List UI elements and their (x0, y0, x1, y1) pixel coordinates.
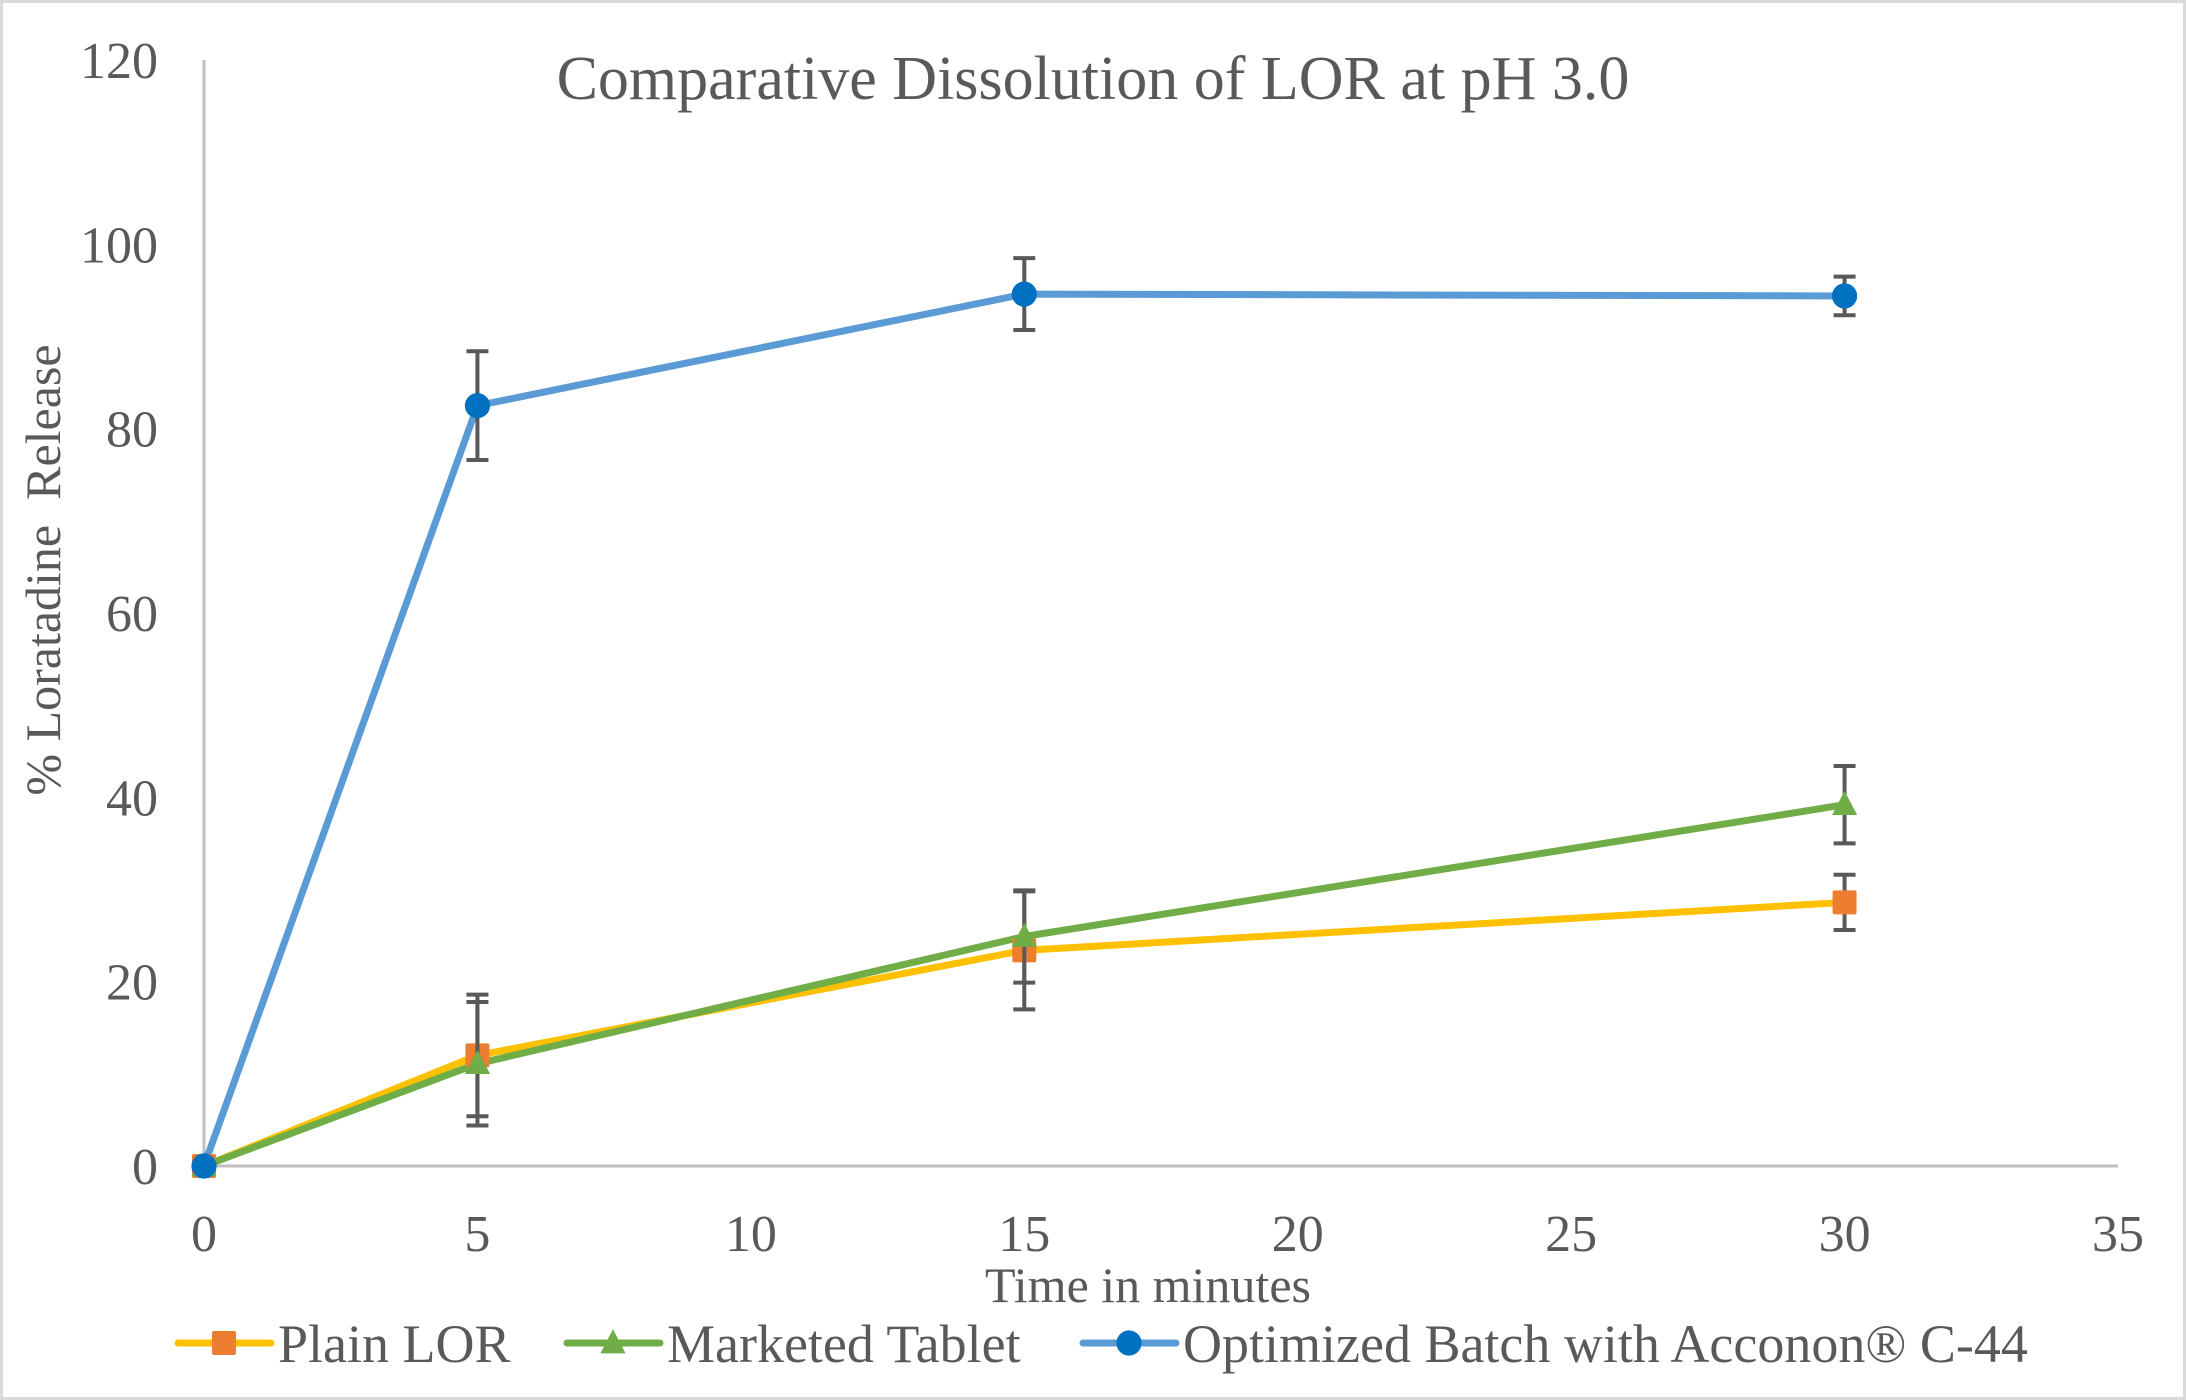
y-tick-label: 0 (132, 1139, 158, 1196)
data-point-marker (191, 1153, 217, 1179)
series-line (200, 801, 1849, 1170)
y-tick-label: 20 (106, 955, 158, 1012)
series-2-marks (191, 256, 1858, 1179)
legend-item-1: Marketed Tablet (563, 1314, 1021, 1374)
legend-label: Marketed Tablet (667, 1314, 1021, 1374)
legend-label: Optimized Batch with Acconon® C-44 (1183, 1314, 2028, 1374)
legend-item-0: Plain LOR (174, 1314, 511, 1374)
y-tick-label: 60 (106, 586, 158, 643)
data-point-marker (1831, 790, 1858, 816)
x-tick-label: 15 (998, 1206, 1050, 1263)
y-tick-label: 120 (80, 33, 158, 90)
x-tick-label: 25 (1545, 1206, 1597, 1263)
plot-area (191, 256, 1858, 1179)
axes (202, 60, 2118, 1168)
legend-marker-square-icon (212, 1331, 236, 1355)
data-point-marker (464, 1049, 491, 1075)
legend-item-2: Optimized Batch with Acconon® C-44 (1079, 1314, 2028, 1374)
x-tick-label: 30 (1819, 1206, 1871, 1263)
y-tick-labels: 0 20 40 60 80 100 120 (80, 33, 158, 1196)
legend-marker-circle-icon (1116, 1330, 1142, 1356)
x-tick-label: 0 (191, 1206, 217, 1263)
y-tick-label: 80 (106, 402, 158, 459)
data-point-marker (1831, 283, 1858, 309)
series-1-marks (191, 763, 1858, 1177)
series-line (200, 290, 1849, 1170)
y-axis-title: % Loratadine Release (15, 344, 71, 795)
legend-marker-triangle-icon (600, 1329, 626, 1354)
series-2 (200, 290, 1849, 1170)
legend: Plain LOR Marketed Tablet Optimized Batch … (174, 1314, 2028, 1374)
series-1 (200, 801, 1849, 1170)
x-tick-labels: 0 5 10 15 20 25 30 35 (191, 1206, 2144, 1263)
x-tick-label: 10 (725, 1206, 777, 1263)
data-point-marker (464, 393, 491, 419)
y-tick-label: 40 (106, 770, 158, 827)
data-point-marker (1011, 281, 1037, 307)
x-tick-label: 35 (2092, 1206, 2144, 1263)
chart-title: Comparative Dissolution of LOR at pH 3.0 (557, 45, 1630, 113)
y-tick-label: 100 (80, 217, 158, 274)
x-axis-title: Time in minutes (985, 1257, 1311, 1313)
legend-label: Plain LOR (278, 1314, 511, 1374)
data-point-marker (1832, 890, 1857, 915)
x-tick-label: 5 (464, 1206, 490, 1263)
x-tick-label: 20 (1272, 1206, 1324, 1263)
data-point-marker (1011, 922, 1037, 947)
